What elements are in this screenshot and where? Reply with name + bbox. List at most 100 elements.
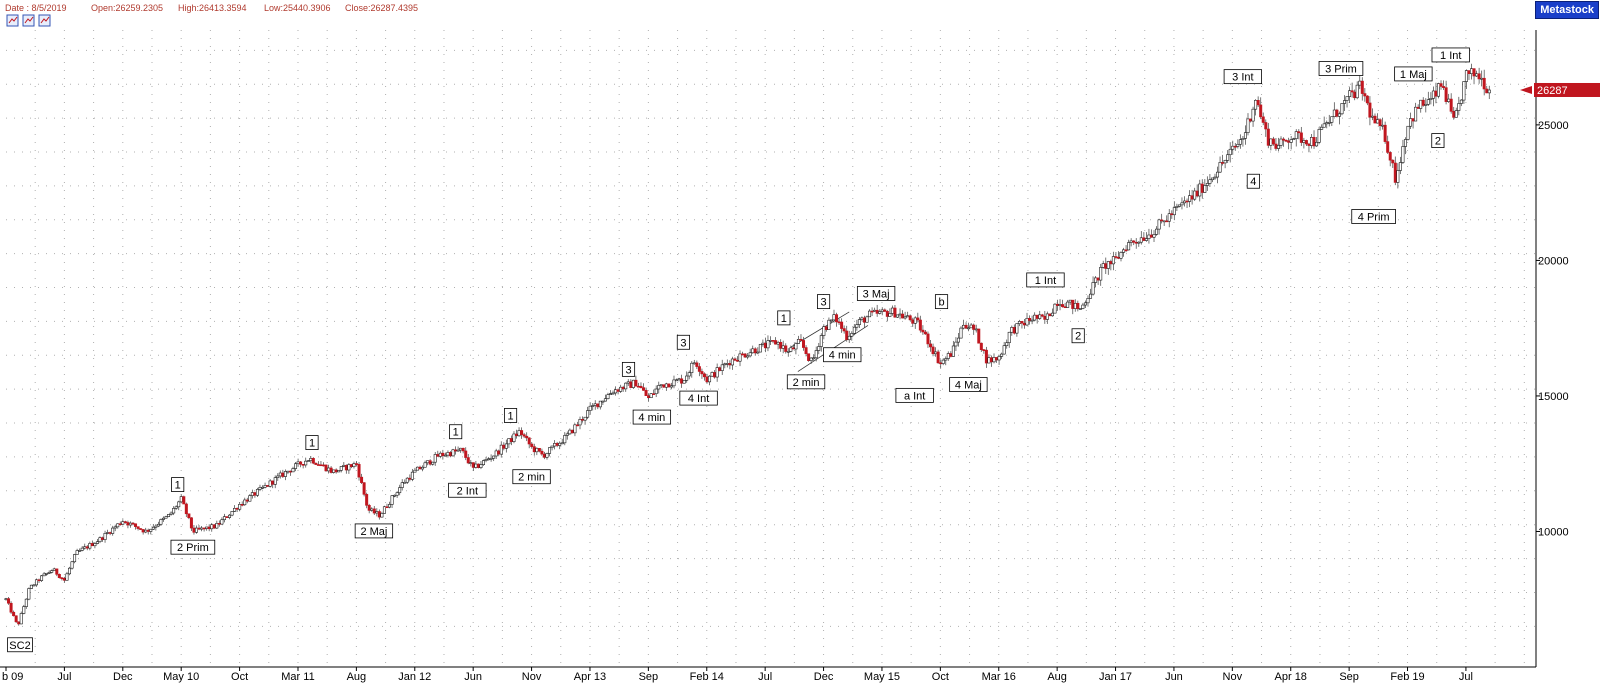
candle-body [598,400,602,408]
x-tick-label: Dec [814,671,834,683]
candle-body [255,489,259,496]
candle-body [771,340,775,342]
candle-body [436,454,440,457]
candle-body [37,579,41,582]
candle-body [172,508,176,514]
candle-body [720,364,724,371]
candle-body [530,443,534,447]
candle-body [299,461,303,465]
zoom-out-icon[interactable] [22,14,35,27]
candle-body [268,480,272,487]
candle-body [1022,322,1026,326]
candle-body [898,313,902,316]
candle-body [1269,138,1273,146]
candle-body [1350,90,1354,93]
zoom-in-icon[interactable] [6,14,19,27]
wave-label: 3 [817,294,831,310]
candle-body [1256,100,1260,106]
candle-body [1284,139,1288,142]
x-tick-label: Jun [1165,671,1183,683]
candle-body [644,390,648,396]
candle-body [217,523,221,525]
candlestick-series [4,63,1491,626]
candle-body [1073,302,1077,309]
candle-body [1129,240,1133,243]
candle-body [934,351,938,355]
candle-body [187,513,191,519]
candle-body [1419,99,1423,109]
candle-body [1348,90,1352,97]
candle-body [708,375,712,383]
candle-body [685,375,689,381]
candle-body [974,328,978,331]
candle-body [944,358,948,361]
candle-body [639,385,643,388]
x-tick-label: Sep [639,671,659,683]
candle-body [1289,139,1293,143]
candle-body [606,394,610,399]
candle-body [116,523,120,528]
candle-body [169,512,173,515]
candle-body [774,340,778,345]
candle-body [860,317,864,320]
candle-body [540,450,544,455]
candle-body [619,386,623,392]
candle-body [1475,73,1479,77]
candle-body [972,324,976,330]
candle-body [870,310,874,313]
candle-body [332,469,336,473]
candle-body [1299,132,1303,143]
candle-body [817,346,821,351]
candle-body [47,572,51,574]
candle-body [403,481,407,484]
candle-body [1396,170,1400,183]
candle-body [522,434,526,437]
candle-body [1264,122,1268,130]
open-readout: Open:26259.2305 [91,3,164,13]
y-tick-label: 20000 [1538,255,1569,267]
x-tick-label: Oct [932,671,949,683]
candle-body [362,482,366,495]
candle-body [215,523,219,529]
candle-body [875,309,879,314]
candle-body [1200,183,1204,193]
candle-body [98,537,102,543]
candle-body [261,486,265,489]
candle-body [1431,90,1435,99]
candle-body [55,568,59,575]
candle-body [1203,185,1207,193]
candle-body [448,452,452,457]
candle-body [1144,238,1148,241]
candle-body [654,388,658,395]
candle-body [349,464,353,468]
candle-body [1182,200,1186,204]
x-tick-label: Sep [1339,671,1359,683]
candle-body [979,342,983,350]
candle-body [738,353,742,362]
zoom-reset-icon[interactable] [38,14,51,27]
wave-label-text: 2 Int [457,485,478,497]
candle-body [1330,116,1334,123]
wave-label-text: 3 [680,337,686,349]
wave-label-box [934,294,949,310]
candle-body [845,330,849,341]
wave-label: 3 Int [1223,69,1262,85]
candle-body [1393,162,1397,183]
candle-body [347,464,351,471]
candle-body [1157,219,1161,230]
candle-body [123,521,127,523]
wave-label: 1 [305,435,319,450]
candle-body [1056,303,1060,306]
candle-body [918,319,922,331]
candle-body [141,529,145,533]
candle-body [45,572,49,575]
candle-body [702,373,706,378]
wave-label-text: 4 min [829,350,856,362]
candle-body [225,516,229,518]
candle-body [1142,237,1146,241]
candle-body [1302,140,1306,143]
candle-body [1005,342,1009,347]
candle-body [248,495,252,502]
candle-body [537,447,541,452]
candle-body [151,526,155,530]
